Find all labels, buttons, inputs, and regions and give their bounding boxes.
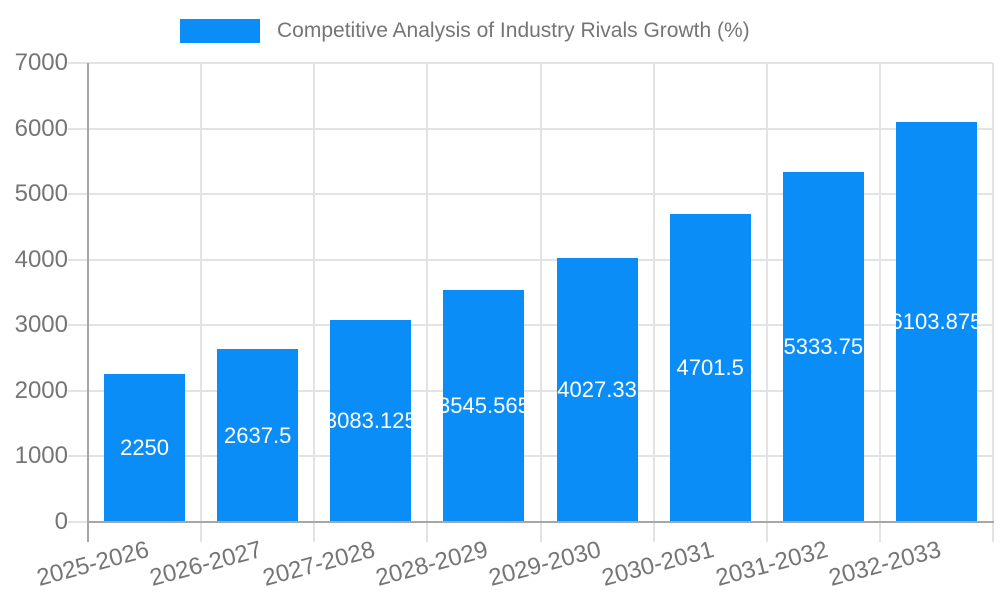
bar-value-label: 5333.75 bbox=[783, 334, 864, 360]
bar: 2250 bbox=[104, 374, 186, 522]
y-axis-tick-label: 6000 bbox=[14, 114, 68, 142]
legend-swatch-icon bbox=[180, 19, 260, 43]
y-axis-tick-label: 7000 bbox=[14, 49, 68, 76]
bar-value-label: 3545.565 bbox=[443, 392, 525, 418]
v-gridline bbox=[539, 63, 542, 522]
bar-value-label: 6103.875 bbox=[895, 308, 977, 334]
bar: 2637.5 bbox=[217, 349, 299, 522]
y-tick bbox=[68, 258, 88, 261]
y-tick bbox=[68, 193, 88, 196]
v-gridline bbox=[878, 63, 881, 522]
v-gridline bbox=[992, 63, 994, 522]
v-gridline bbox=[426, 63, 429, 522]
x-axis-tick-label: 2031-2032 bbox=[712, 536, 831, 592]
y-tick bbox=[68, 521, 88, 523]
bar-value-label: 2250 bbox=[120, 435, 170, 461]
x-axis-tick-label: 2025-2026 bbox=[33, 536, 152, 592]
v-gridline bbox=[313, 63, 316, 522]
x-tick bbox=[992, 522, 994, 542]
y-axis-tick-label: 4000 bbox=[14, 245, 68, 273]
y-axis-tick-label: 3000 bbox=[14, 311, 68, 339]
x-axis-tick-label: 2032-2033 bbox=[825, 536, 944, 592]
y-axis-tick-label: 2000 bbox=[14, 376, 68, 404]
v-gridline bbox=[652, 63, 655, 522]
chart-legend: Competitive Analysis of Industry Rivals … bbox=[180, 19, 750, 43]
y-tick bbox=[68, 127, 88, 130]
y-axis-tick-label: 1000 bbox=[14, 442, 68, 470]
x-axis-tick-label: 2027-2028 bbox=[259, 536, 378, 592]
x-tick bbox=[426, 522, 429, 542]
x-tick bbox=[539, 522, 542, 542]
x-axis-tick-label: 2028-2029 bbox=[373, 536, 491, 592]
y-axis-tick-label: 5000 bbox=[14, 180, 68, 208]
x-tick bbox=[878, 522, 881, 542]
bar: 6103.875 bbox=[895, 121, 977, 522]
y-axis-line bbox=[87, 63, 89, 542]
bar-value-label: 3083.125 bbox=[330, 407, 412, 433]
x-tick bbox=[200, 522, 203, 542]
chart-title: Competitive Analysis of Industry Rivals … bbox=[277, 19, 750, 42]
v-gridline bbox=[765, 63, 768, 522]
bar: 4027.33 bbox=[556, 257, 638, 522]
x-axis-line bbox=[87, 521, 994, 523]
bar-value-label: 4701.5 bbox=[676, 354, 744, 380]
x-tick bbox=[652, 522, 655, 542]
x-tick bbox=[313, 522, 316, 542]
bar-value-label: 2637.5 bbox=[224, 422, 292, 448]
y-tick bbox=[68, 455, 88, 458]
v-gridline bbox=[200, 63, 203, 522]
x-tick bbox=[765, 522, 768, 542]
bar: 3083.125 bbox=[330, 319, 412, 522]
x-axis-tick-label: 2029-2030 bbox=[486, 536, 605, 592]
bar: 3545.565 bbox=[443, 289, 525, 522]
bar: 5333.75 bbox=[782, 172, 864, 522]
y-tick bbox=[68, 62, 88, 64]
x-axis-tick-label: 2030-2031 bbox=[599, 536, 718, 592]
bar-value-label: 4027.33 bbox=[557, 376, 637, 402]
x-axis-tick-label: 2026-2027 bbox=[146, 536, 265, 592]
y-tick bbox=[68, 389, 88, 392]
y-tick bbox=[68, 324, 88, 327]
bar: 4701.5 bbox=[669, 213, 751, 522]
y-axis-tick-label: 0 bbox=[54, 508, 68, 535]
